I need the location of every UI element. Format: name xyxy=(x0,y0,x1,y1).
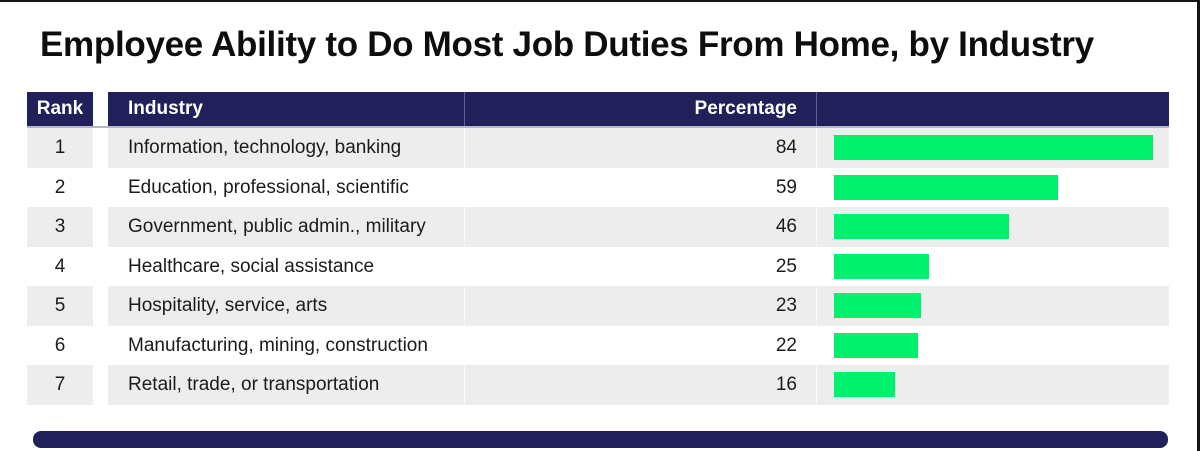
industry-cell: Manufacturing, mining, construction xyxy=(128,334,428,356)
bar-cell xyxy=(816,365,1169,405)
rank-cell: 4 xyxy=(54,255,66,277)
bar-cell xyxy=(816,246,1169,286)
column-header-percentage: Percentage xyxy=(464,92,816,126)
column-gap xyxy=(93,207,108,247)
rank-cell: 2 xyxy=(54,176,66,198)
table-header-row: Rank Industry Percentage xyxy=(27,92,1169,128)
column-gap xyxy=(93,246,108,286)
percentage-cell: 84 xyxy=(464,128,816,168)
percentage-cell: 46 xyxy=(464,207,816,247)
bar-cell xyxy=(816,128,1169,168)
column-gap xyxy=(93,365,108,405)
percentage-bar xyxy=(834,332,918,358)
rank-cell: 1 xyxy=(27,128,93,168)
page-title: Employee Ability to Do Most Job Duties F… xyxy=(40,25,1094,64)
rank-cell: 3 xyxy=(27,207,93,247)
industry-cell: Education, professional, scientific xyxy=(128,176,409,198)
percentage-bar xyxy=(834,372,895,397)
percentage-cell: 59 xyxy=(464,167,816,207)
percentage-cell: 22 xyxy=(464,325,816,365)
bar-cell xyxy=(816,207,1169,247)
bar-cell xyxy=(816,286,1169,326)
industry-cell: Government, public admin., military xyxy=(108,207,464,247)
rank-cell: 7 xyxy=(27,365,93,405)
percentage-cell: 16 xyxy=(464,365,816,405)
column-gap xyxy=(93,286,108,326)
percentage-bar xyxy=(834,174,1059,200)
rank-cell: 5 xyxy=(27,286,93,326)
column-gap xyxy=(93,128,108,168)
percentage-bar xyxy=(834,214,1009,239)
column-gap xyxy=(93,325,108,365)
column-header-industry: Industry xyxy=(128,98,203,119)
industry-cell: Retail, trade, or transportation xyxy=(108,365,464,405)
industry-cell: Hospitality, service, arts xyxy=(108,286,464,326)
column-header-bars xyxy=(816,92,1169,126)
table-row: 1 Information, technology, banking 84 xyxy=(27,128,1169,168)
percentage-cell: 25 xyxy=(464,246,816,286)
percentage-bar xyxy=(834,135,1154,160)
frame-border-top xyxy=(0,0,1200,2)
percentage-bar xyxy=(834,293,922,318)
bar-cell xyxy=(816,325,1169,365)
table-row: 5 Hospitality, service, arts 23 xyxy=(27,286,1169,326)
horizontal-scrollbar-thumb[interactable] xyxy=(33,431,1168,448)
table-row: 2 Education, professional, scientific 59 xyxy=(27,167,1169,207)
frame-border-right xyxy=(1197,0,1200,451)
industry-cell: Healthcare, social assistance xyxy=(128,255,375,277)
table-row: 7 Retail, trade, or transportation 16 xyxy=(27,365,1169,405)
column-gap xyxy=(93,167,108,207)
bar-cell xyxy=(816,167,1169,207)
table-row: 4 Healthcare, social assistance 25 xyxy=(27,246,1169,286)
header-column-gap xyxy=(93,92,108,126)
industry-cell: Information, technology, banking xyxy=(108,128,464,168)
column-header-rank: Rank xyxy=(36,98,84,119)
table-row: 6 Manufacturing, mining, construction 22 xyxy=(27,325,1169,365)
data-table: Rank Industry Percentage 1 Information, … xyxy=(27,92,1169,405)
table-row: 3 Government, public admin., military 46 xyxy=(27,207,1169,247)
rank-cell: 6 xyxy=(54,334,66,356)
percentage-bar xyxy=(834,253,929,279)
percentage-cell: 23 xyxy=(464,286,816,326)
